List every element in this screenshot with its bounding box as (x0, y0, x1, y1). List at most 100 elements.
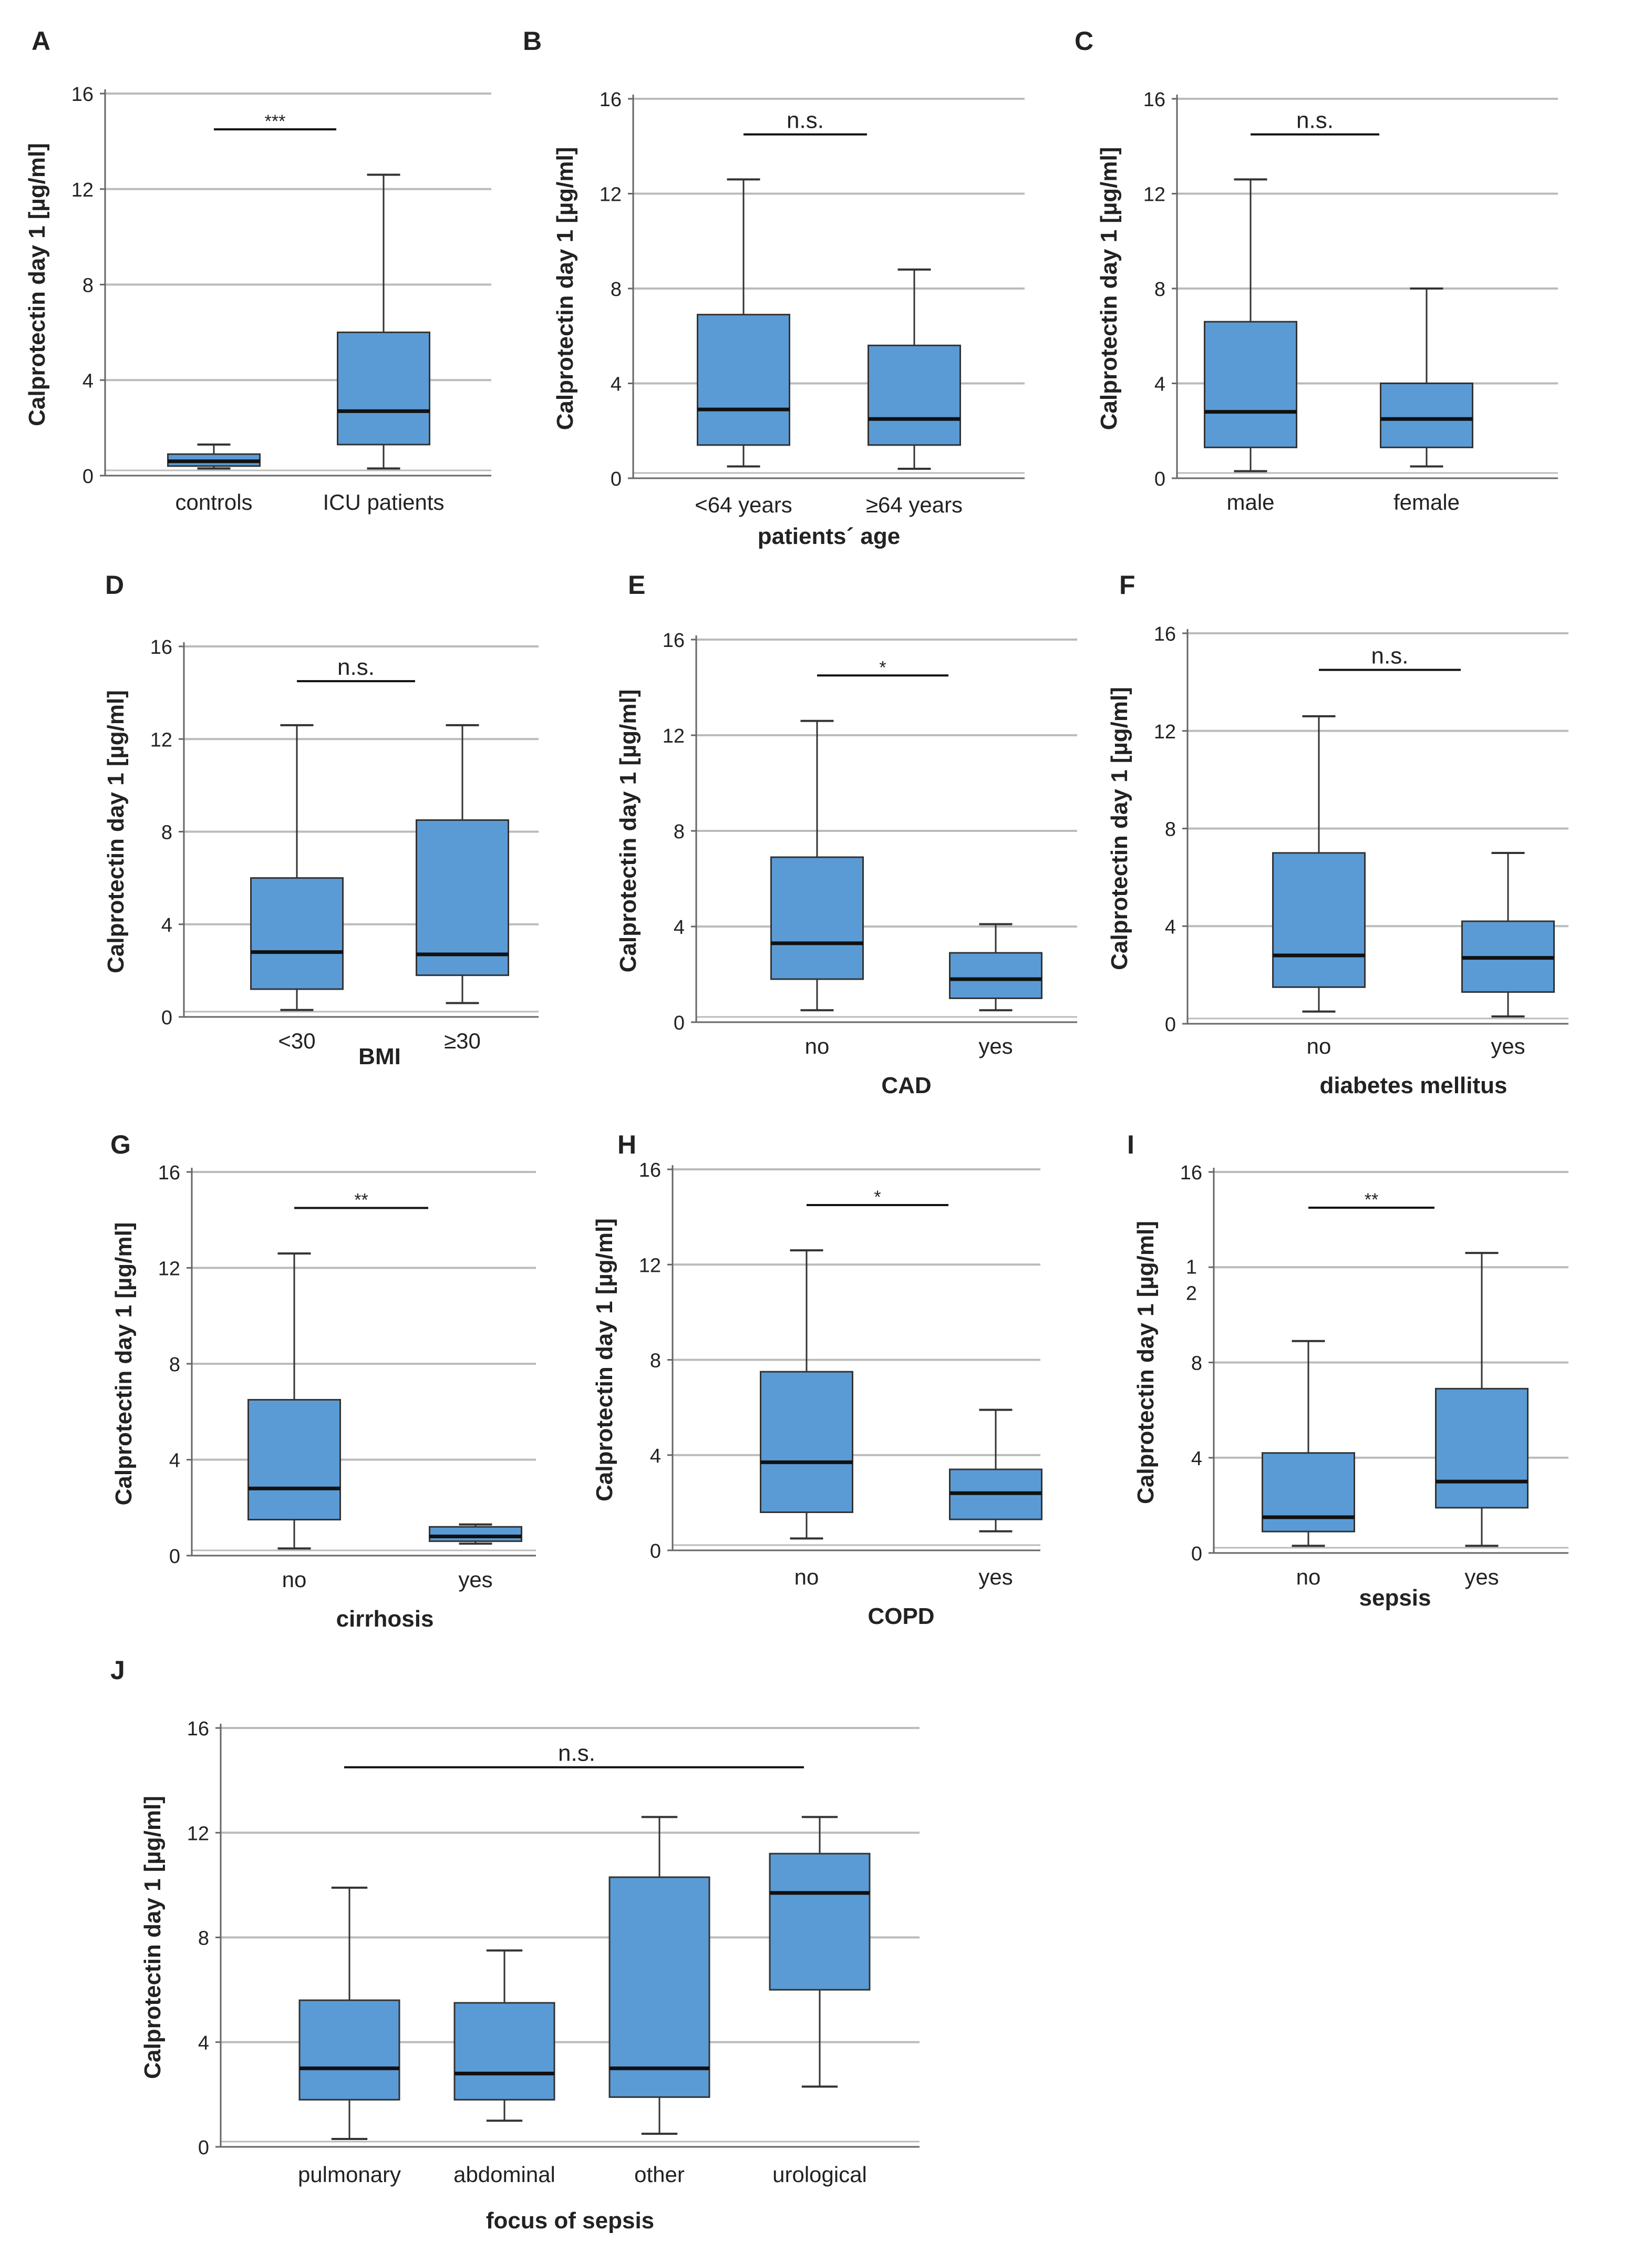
significance-label: n.s. (558, 1741, 595, 1766)
x-tick-label: other (634, 2162, 685, 2187)
y-axis-label: Calprotectin day 1 [µg/ml] (1096, 147, 1122, 430)
y-tick-label: 4 (1165, 916, 1176, 938)
significance-label: * (874, 1187, 881, 1207)
box-≥30 (416, 819, 509, 976)
x-axis-title: sepsis (1359, 1585, 1431, 1611)
y-axis-label: Calprotectin day 1 [µg/ml] (140, 1796, 166, 2079)
y-tick-label: 12 (158, 1258, 180, 1280)
y-tick-label: 12 (663, 725, 685, 747)
x-tick-label: male (1226, 490, 1274, 515)
panel-j: J 0 4 8 12 16 Calprotectin day 1 [µg/ml] pulmon… (110, 1655, 920, 2234)
y-tick-label: 0 (1154, 468, 1165, 490)
x-tick-label: yes (1464, 1565, 1499, 1589)
y-axis-label: Calprotectin day 1 [µg/ml] (103, 690, 129, 973)
box-pulmonary (298, 1999, 400, 2101)
x-tick-label: ICU patients (323, 490, 444, 515)
y-tick-label: 4 (611, 374, 622, 396)
x-tick-label: pulmonary (298, 2162, 401, 2187)
panel-letter: J (110, 1655, 125, 1685)
y-tick-label: 1 (1186, 1256, 1197, 1278)
x-tick-label: yes (978, 1034, 1013, 1058)
y-tick-label: 2 (1186, 1282, 1197, 1304)
y-tick-label: 12 (639, 1254, 661, 1277)
box-no (760, 1371, 853, 1513)
y-tick-label: 0 (169, 1546, 180, 1568)
y-tick-label: 16 (150, 636, 172, 659)
x-tick-label: no (805, 1034, 830, 1058)
y-tick-label: 0 (161, 1007, 172, 1029)
y-tick-label: 8 (611, 279, 622, 301)
x-tick-label: urological (772, 2162, 867, 2187)
y-tick-label: 0 (611, 468, 622, 490)
box-no (770, 856, 864, 980)
y-tick-label: 12 (187, 1823, 209, 1845)
box-male (1204, 321, 1297, 448)
x-tick-label: no (1296, 1565, 1321, 1589)
panel-letter: C (1075, 26, 1093, 56)
y-axis-label: Calprotectin day 1 [µg/ml] (1107, 687, 1132, 970)
y-tick-label: 16 (600, 89, 622, 111)
panel-b: B 0 4 8 12 16 Calprotectin day 1 [µg/ml] <64 ye… (523, 26, 1025, 549)
panel-letter: F (1119, 570, 1135, 600)
x-tick-label: controls (175, 490, 252, 515)
significance-label: ** (354, 1190, 368, 1210)
y-tick-label: 12 (150, 729, 172, 751)
y-tick-label: 16 (1143, 89, 1165, 111)
y-tick-label: 16 (639, 1159, 661, 1181)
y-axis-label: Calprotectin day 1 [µg/ml] (111, 1222, 137, 1506)
significance-label: ** (1365, 1190, 1378, 1210)
x-tick-label: no (794, 1565, 819, 1589)
box-<64 years (697, 314, 790, 446)
y-tick-label: 4 (198, 2032, 209, 2054)
box-no (1262, 1452, 1355, 1532)
panel-c: C 0 4 8 12 16 Calprotectin day 1 [µg/ml] male fe… (1075, 26, 1558, 515)
significance-label: *** (265, 111, 286, 131)
y-tick-label: 12 (71, 179, 94, 201)
y-tick-label: 12 (1154, 721, 1176, 743)
x-tick-label: female (1393, 490, 1460, 515)
box-no (1272, 852, 1366, 988)
significance-label: n.s. (787, 108, 824, 133)
y-tick-label: 4 (674, 917, 685, 939)
box-yes (949, 952, 1042, 1000)
y-tick-label: 16 (1154, 623, 1176, 645)
panel-letter: I (1127, 1130, 1134, 1159)
panel-letter: D (105, 570, 124, 600)
y-tick-label: 16 (158, 1162, 180, 1184)
y-tick-label: 16 (71, 84, 94, 106)
panel-h: H 0 4 8 12 16 Calprotectin day 1 [µg/ml] no yes *… (592, 1130, 1042, 1629)
significance-label: n.s. (337, 654, 375, 680)
y-axis-label: Calprotectin day 1 [µg/ml] (615, 690, 641, 973)
panel-letter: A (32, 26, 50, 56)
y-tick-label: 4 (650, 1445, 661, 1467)
y-axis-label: Calprotectin day 1 [µg/ml] (552, 147, 578, 430)
x-axis-title: COPD (868, 1603, 934, 1629)
x-axis-title: cirrhosis (336, 1606, 434, 1632)
x-axis-title: CAD (881, 1073, 931, 1098)
y-axis-label: Calprotectin day 1 [µg/ml] (1133, 1221, 1159, 1504)
box-female (1380, 383, 1473, 448)
y-tick-label: 8 (1154, 279, 1165, 301)
y-tick-label: 0 (198, 2137, 209, 2159)
box-≥64 years (868, 344, 961, 446)
box-yes (429, 1526, 522, 1542)
x-tick-label: yes (1491, 1034, 1525, 1058)
x-axis-title: diabetes mellitus (1319, 1073, 1507, 1098)
panel-f: F 0 4 8 12 16 Calprotectin day 1 [µg/ml] no yes n… (1107, 570, 1568, 1098)
significance-label: * (879, 657, 886, 677)
y-tick-label: 16 (663, 630, 685, 652)
panel-letter: G (110, 1130, 131, 1159)
x-tick-label: ≥30 (444, 1028, 481, 1053)
panel-g: G 0 4 8 12 16 Calprotectin day 1 [µg/ml] no yes *… (110, 1130, 536, 1632)
y-tick-label: 4 (169, 1450, 180, 1472)
y-tick-label: 0 (650, 1540, 661, 1562)
x-tick-label: abdominal (453, 2162, 555, 2187)
y-tick-label: 4 (1154, 374, 1165, 396)
y-tick-label: 0 (674, 1012, 685, 1034)
y-tick-label: 8 (169, 1354, 180, 1376)
x-axis-title: patients´ age (758, 523, 900, 549)
panel-letter: H (617, 1130, 636, 1159)
y-tick-label: 4 (82, 370, 94, 392)
y-tick-label: 4 (1191, 1448, 1202, 1470)
